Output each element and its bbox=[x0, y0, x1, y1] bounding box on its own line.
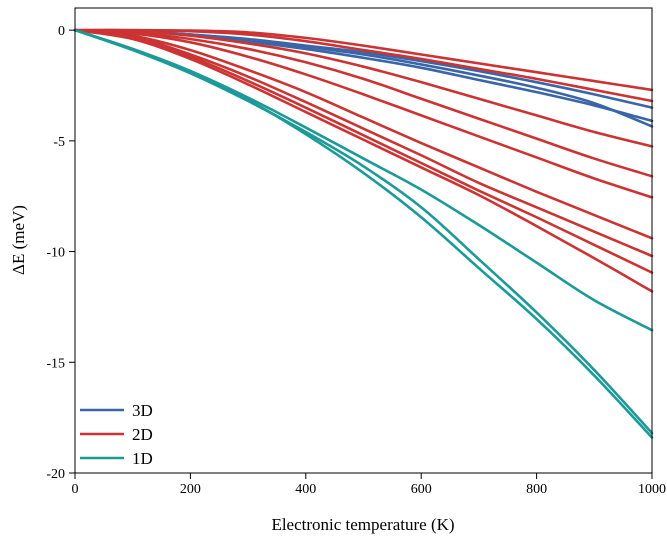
series-line-2d-9 bbox=[73, 28, 654, 240]
legend-label-3d: 3D bbox=[132, 401, 153, 420]
y-tick-label: -15 bbox=[46, 356, 65, 371]
series-line-1d-15 bbox=[73, 28, 654, 439]
legend-label-2d: 2D bbox=[132, 425, 153, 444]
y-axis-title: ΔE (meV) bbox=[9, 205, 28, 275]
series-line-1d-14 bbox=[73, 28, 654, 435]
x-tick-label: 400 bbox=[295, 482, 316, 497]
y-tick-label: -20 bbox=[46, 467, 65, 482]
series-line-1d-13 bbox=[73, 28, 654, 332]
x-tick-label: 600 bbox=[411, 482, 432, 497]
series-line-2d-11 bbox=[73, 28, 654, 274]
series-line-2d-5 bbox=[73, 28, 654, 103]
series-line-2d-10 bbox=[73, 28, 654, 258]
y-tick-label: -10 bbox=[46, 246, 65, 261]
series-line-2d-8 bbox=[73, 28, 654, 199]
y-tick-label: -5 bbox=[53, 135, 65, 150]
x-tick-label: 1000 bbox=[638, 482, 666, 497]
series-line-2d-6 bbox=[73, 28, 654, 148]
legend: 3D 2D 1D bbox=[80, 401, 153, 468]
y-tick-label: 0 bbox=[58, 24, 65, 39]
ticks-layer: 0 200 400 600 800 1000 0 -5 -10 -15 -20 bbox=[46, 24, 666, 497]
series-line-2d-7 bbox=[73, 28, 654, 178]
x-tick-label: 800 bbox=[526, 482, 547, 497]
x-axis-title: Electronic temperature (K) bbox=[271, 515, 454, 534]
x-tick-label: 0 bbox=[72, 482, 79, 497]
x-tick-label: 200 bbox=[180, 482, 201, 497]
plot-frame bbox=[74, 7, 653, 474]
series-layer bbox=[73, 28, 654, 439]
legend-label-1d: 1D bbox=[132, 449, 153, 468]
series-line-2d-12 bbox=[73, 28, 654, 293]
